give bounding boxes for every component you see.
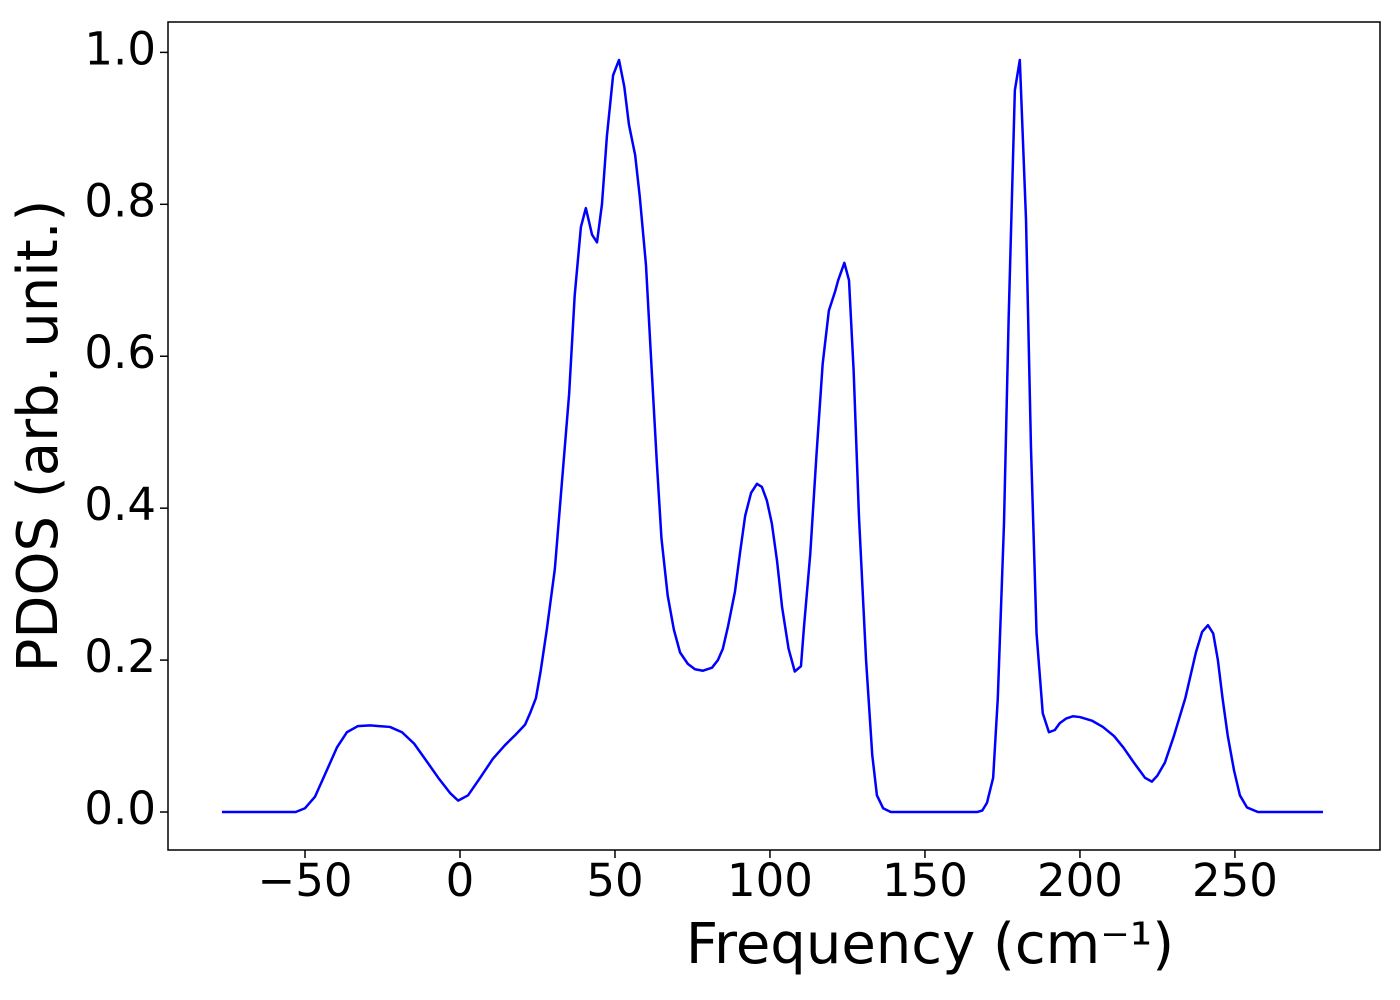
y-tick-label: 0.8	[84, 174, 156, 227]
y-tick-label: 0.2	[84, 630, 156, 683]
x-tick-label: 0	[446, 854, 475, 907]
x-tick-label: 150	[882, 854, 968, 907]
x-tick-label: 100	[727, 854, 813, 907]
y-tick-label: 0.4	[84, 478, 156, 531]
line-series	[221, 58, 1323, 814]
y-axis-label: PDOS (arb. unit.)	[6, 200, 71, 673]
plot-frame	[167, 21, 1381, 851]
x-tick-label: 50	[586, 854, 643, 907]
y-tick-label: 1.0	[84, 22, 156, 75]
y-tick-label: 0.0	[84, 782, 156, 835]
x-tick-label: 250	[1192, 854, 1278, 907]
x-tick-label: −50	[258, 854, 353, 907]
y-tick-label: 0.6	[84, 326, 156, 379]
x-tick-label: 200	[1037, 854, 1123, 907]
x-axis-label: Frequency (cm⁻¹)	[686, 912, 1174, 977]
